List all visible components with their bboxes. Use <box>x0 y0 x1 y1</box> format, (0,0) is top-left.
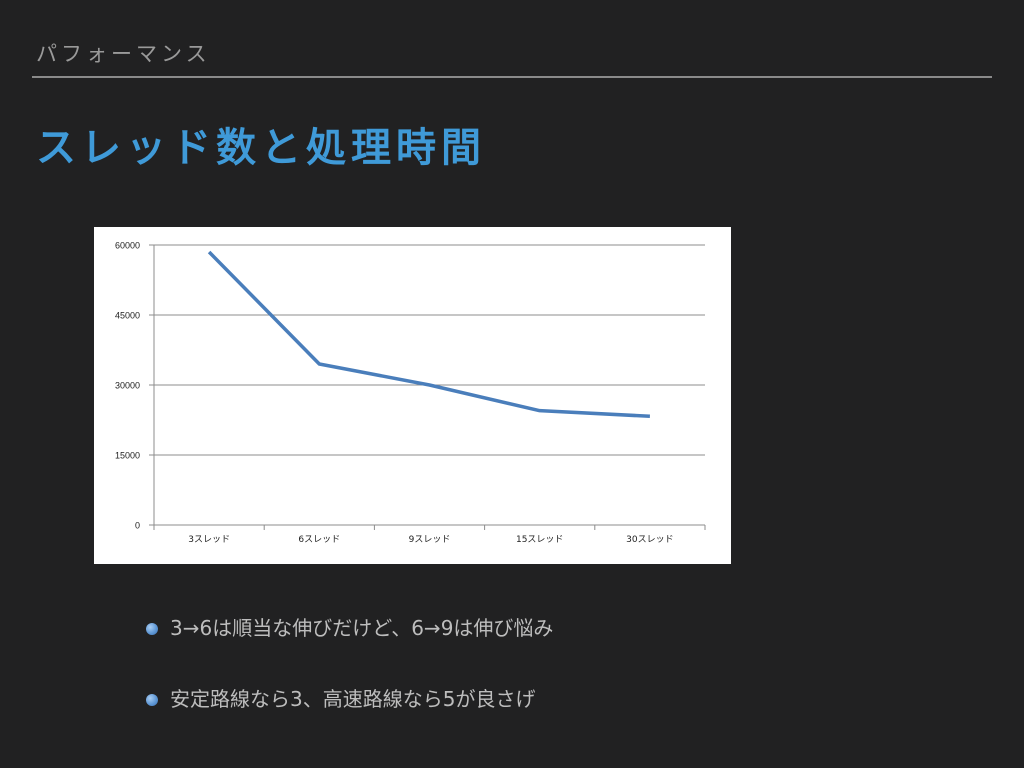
bullet-dot-icon <box>146 694 158 706</box>
slide-title: スレッド数と処理時間 <box>36 125 486 171</box>
y-tick-label: 15000 <box>115 451 140 461</box>
x-tick-label: 3スレッド <box>188 535 230 545</box>
bullet-item: 安定路線なら3、高速路線なら5が良さげ <box>146 683 553 715</box>
chart-axes <box>149 244 706 530</box>
section-label: パフォーマンス <box>36 42 211 66</box>
y-tick-label: 30000 <box>115 381 140 391</box>
chart-series <box>207 250 650 419</box>
header-divider <box>32 76 992 78</box>
chart-gridlines <box>154 244 705 456</box>
x-tick-label: 9スレッド <box>409 535 451 545</box>
x-tick-label: 6スレッド <box>298 535 340 545</box>
line-chart: 0 15000 30000 45000 60000 3スレッド 6スレッド 9スレッド 15ス… <box>94 227 731 564</box>
y-tick-label: 60000 <box>115 241 140 251</box>
y-tick-labels: 0 15000 30000 45000 60000 <box>115 241 140 531</box>
series-line <box>207 250 650 419</box>
x-tick-label: 30スレッド <box>626 535 673 545</box>
y-tick-label: 45000 <box>115 311 140 321</box>
x-tick-label: 15スレッド <box>516 535 563 545</box>
x-tick-labels: 3スレッド 6スレッド 9スレッド 15スレッド 30スレッド <box>188 535 673 545</box>
bullet-text: 安定路線なら3、高速路線なら5が良さげ <box>170 687 536 711</box>
bullet-item: 3→6は順当な伸びだけど、6→9は伸び悩み <box>146 612 553 644</box>
bullet-list: 3→6は順当な伸びだけど、6→9は伸び悩み 安定路線なら3、高速路線なら5が良さ… <box>146 612 553 754</box>
chart-svg: 0 15000 30000 45000 60000 3スレッド 6スレッド 9スレッド 15ス… <box>115 241 706 545</box>
y-tick-label: 0 <box>135 521 140 531</box>
bullet-text: 3→6は順当な伸びだけど、6→9は伸び悩み <box>170 616 554 640</box>
bullet-dot-icon <box>146 623 158 635</box>
